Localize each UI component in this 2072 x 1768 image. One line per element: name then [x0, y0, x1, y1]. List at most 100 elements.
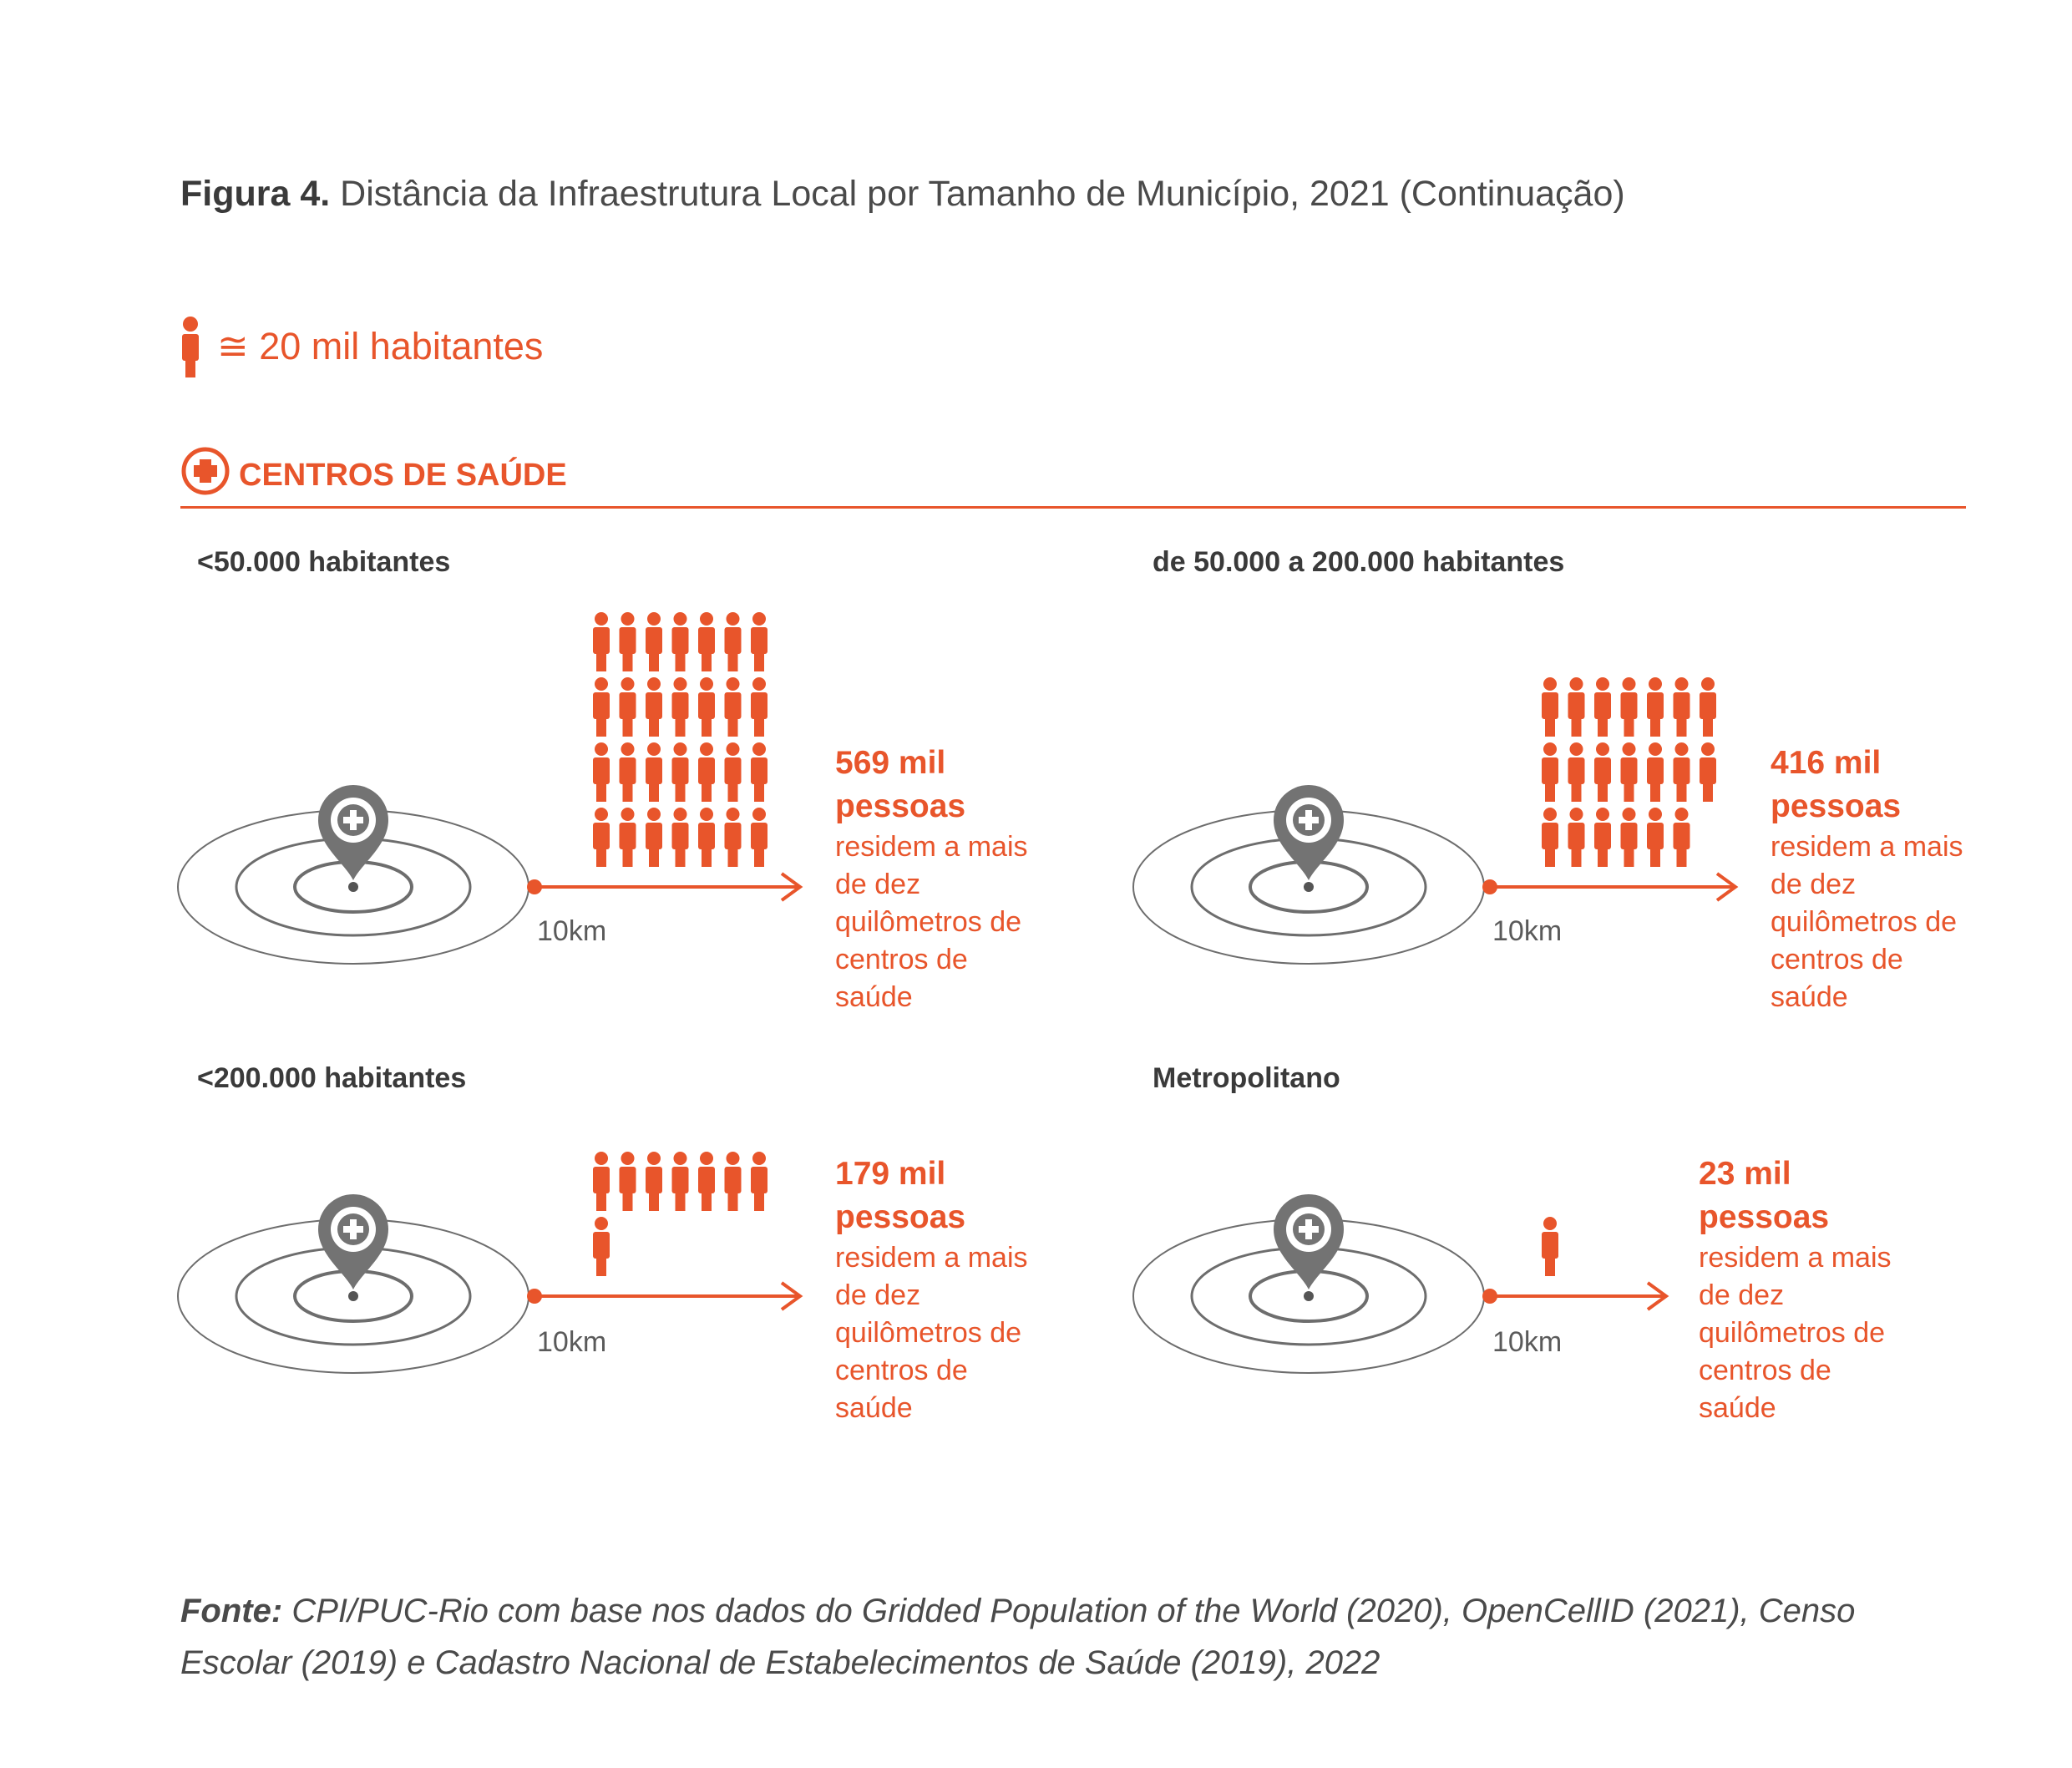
distance-arrow	[527, 872, 803, 902]
panel-4-title: Metropolitano	[1153, 1062, 1340, 1094]
center-dot	[1304, 882, 1314, 892]
legend-text: ≅ 20 mil habitantes	[217, 325, 544, 367]
distance-arrow	[527, 1281, 803, 1311]
person-icon	[1673, 677, 1690, 737]
panel-3-count-unit: pessoas	[835, 1199, 966, 1235]
person-icon	[671, 742, 689, 802]
person-icon	[1542, 1217, 1558, 1276]
panel-1-count-unit: pessoas	[835, 788, 966, 824]
person-icon	[1568, 808, 1585, 867]
section-divider	[180, 506, 1966, 509]
section-title: CENTROS DE SAÚDE	[239, 458, 567, 493]
panel-1-graphic	[177, 785, 803, 965]
person-icon	[698, 1152, 715, 1211]
person-icon	[593, 677, 610, 737]
panel-4-graphic	[1132, 1194, 1669, 1374]
panel-2-graphic	[1132, 785, 1739, 965]
person-icon	[619, 742, 636, 802]
person-icon	[1647, 677, 1664, 737]
source-label: Fonte:	[180, 1593, 283, 1629]
person-icon	[593, 612, 610, 671]
person-icon	[1700, 742, 1716, 802]
person-icon	[1594, 742, 1611, 802]
person-icon	[1542, 742, 1558, 802]
person-icon	[1542, 808, 1558, 867]
source-note: Fonte: CPI/PUC-Rio com base nos dados do…	[180, 1585, 1934, 1689]
person-icon	[724, 742, 742, 802]
person-icon	[671, 808, 689, 867]
panel-3-stats: 179 mil pessoas residem a mais de dez qu…	[835, 1152, 1052, 1427]
person-icon	[724, 612, 742, 671]
person-icon	[619, 677, 636, 737]
person-icon	[619, 612, 636, 671]
panel-4-count-unit: pessoas	[1699, 1199, 1830, 1235]
person-icon	[1594, 677, 1611, 737]
panel-1-count: 569 mil	[835, 745, 946, 781]
figure-title-text: Distância da Infraestrutura Local por Ta…	[340, 174, 1625, 214]
location-pin-icon	[318, 1194, 388, 1289]
person-icon	[593, 1217, 610, 1276]
person-icon	[1594, 808, 1611, 867]
location-pin-icon	[1274, 785, 1344, 880]
person-icon	[646, 1152, 662, 1211]
person-icon	[1647, 742, 1664, 802]
panel-3-graphic	[177, 1194, 803, 1374]
panel-4-stats: 23 mil pessoas residem a mais de dez qui…	[1699, 1152, 1916, 1427]
panel-2-distance: 10km	[1492, 915, 1563, 947]
person-icon	[751, 677, 768, 737]
person-icon	[1673, 808, 1690, 867]
center-dot	[348, 1291, 358, 1301]
center-dot	[1304, 1291, 1314, 1301]
panel-2-description: residem a mais de dez quilômetros de cen…	[1771, 831, 1963, 1013]
person-icon	[593, 742, 610, 802]
person-icon	[671, 1152, 689, 1211]
panel-1-description: residem a mais de dez quilômetros de cen…	[835, 831, 1028, 1013]
person-icon	[619, 808, 636, 867]
person-icon	[593, 808, 610, 867]
person-icon	[1647, 808, 1664, 867]
center-dot	[348, 882, 358, 892]
distance-arrow	[1482, 872, 1739, 902]
person-icon	[724, 808, 742, 867]
person-icon	[698, 742, 715, 802]
person-icon	[593, 1152, 610, 1211]
person-icon	[751, 1152, 768, 1211]
person-icon	[751, 612, 768, 671]
person-icon	[1620, 677, 1638, 737]
figure-label: Figura 4.	[180, 174, 331, 214]
person-icon	[1620, 808, 1638, 867]
panel-2-count-unit: pessoas	[1771, 788, 1902, 824]
person-icon	[751, 742, 768, 802]
source-text: CPI/PUC-Rio com base nos dados do Gridde…	[180, 1593, 1856, 1681]
panel-3-description: residem a mais de dez quilômetros de cen…	[835, 1242, 1028, 1424]
distance-arrow	[1482, 1281, 1669, 1311]
person-icon	[671, 677, 689, 737]
person-icon	[724, 1152, 742, 1211]
person-icon	[646, 677, 662, 737]
panel-3-distance: 10km	[537, 1326, 607, 1358]
panel-1-distance: 10km	[537, 915, 607, 947]
person-icon	[724, 677, 742, 737]
person-icon	[1568, 742, 1585, 802]
location-pin-icon	[1274, 1194, 1344, 1289]
panel-4-description: residem a mais de dez quilômetros de cen…	[1699, 1242, 1892, 1424]
panel-1-stats: 569 mil pessoas residem a mais de dez qu…	[835, 742, 1052, 1016]
person-icon	[698, 677, 715, 737]
panel-2-title: de 50.000 a 200.000 habitantes	[1153, 546, 1565, 578]
person-icon	[671, 612, 689, 671]
person-icon	[698, 808, 715, 867]
person-icon	[1620, 742, 1638, 802]
panel-4-distance: 10km	[1492, 1326, 1563, 1358]
panel-1-title: <50.000 habitantes	[197, 546, 451, 578]
panel-4-count: 23 mil	[1699, 1156, 1791, 1192]
person-icon	[646, 742, 662, 802]
person-icon	[1542, 677, 1558, 737]
person-icon	[751, 808, 768, 867]
person-icon	[646, 612, 662, 671]
person-icon	[1673, 742, 1690, 802]
panel-3-title: <200.000 habitantes	[197, 1062, 467, 1094]
person-icon	[698, 612, 715, 671]
panel-2-count: 416 mil	[1771, 745, 1882, 781]
person-icon	[619, 1152, 636, 1211]
